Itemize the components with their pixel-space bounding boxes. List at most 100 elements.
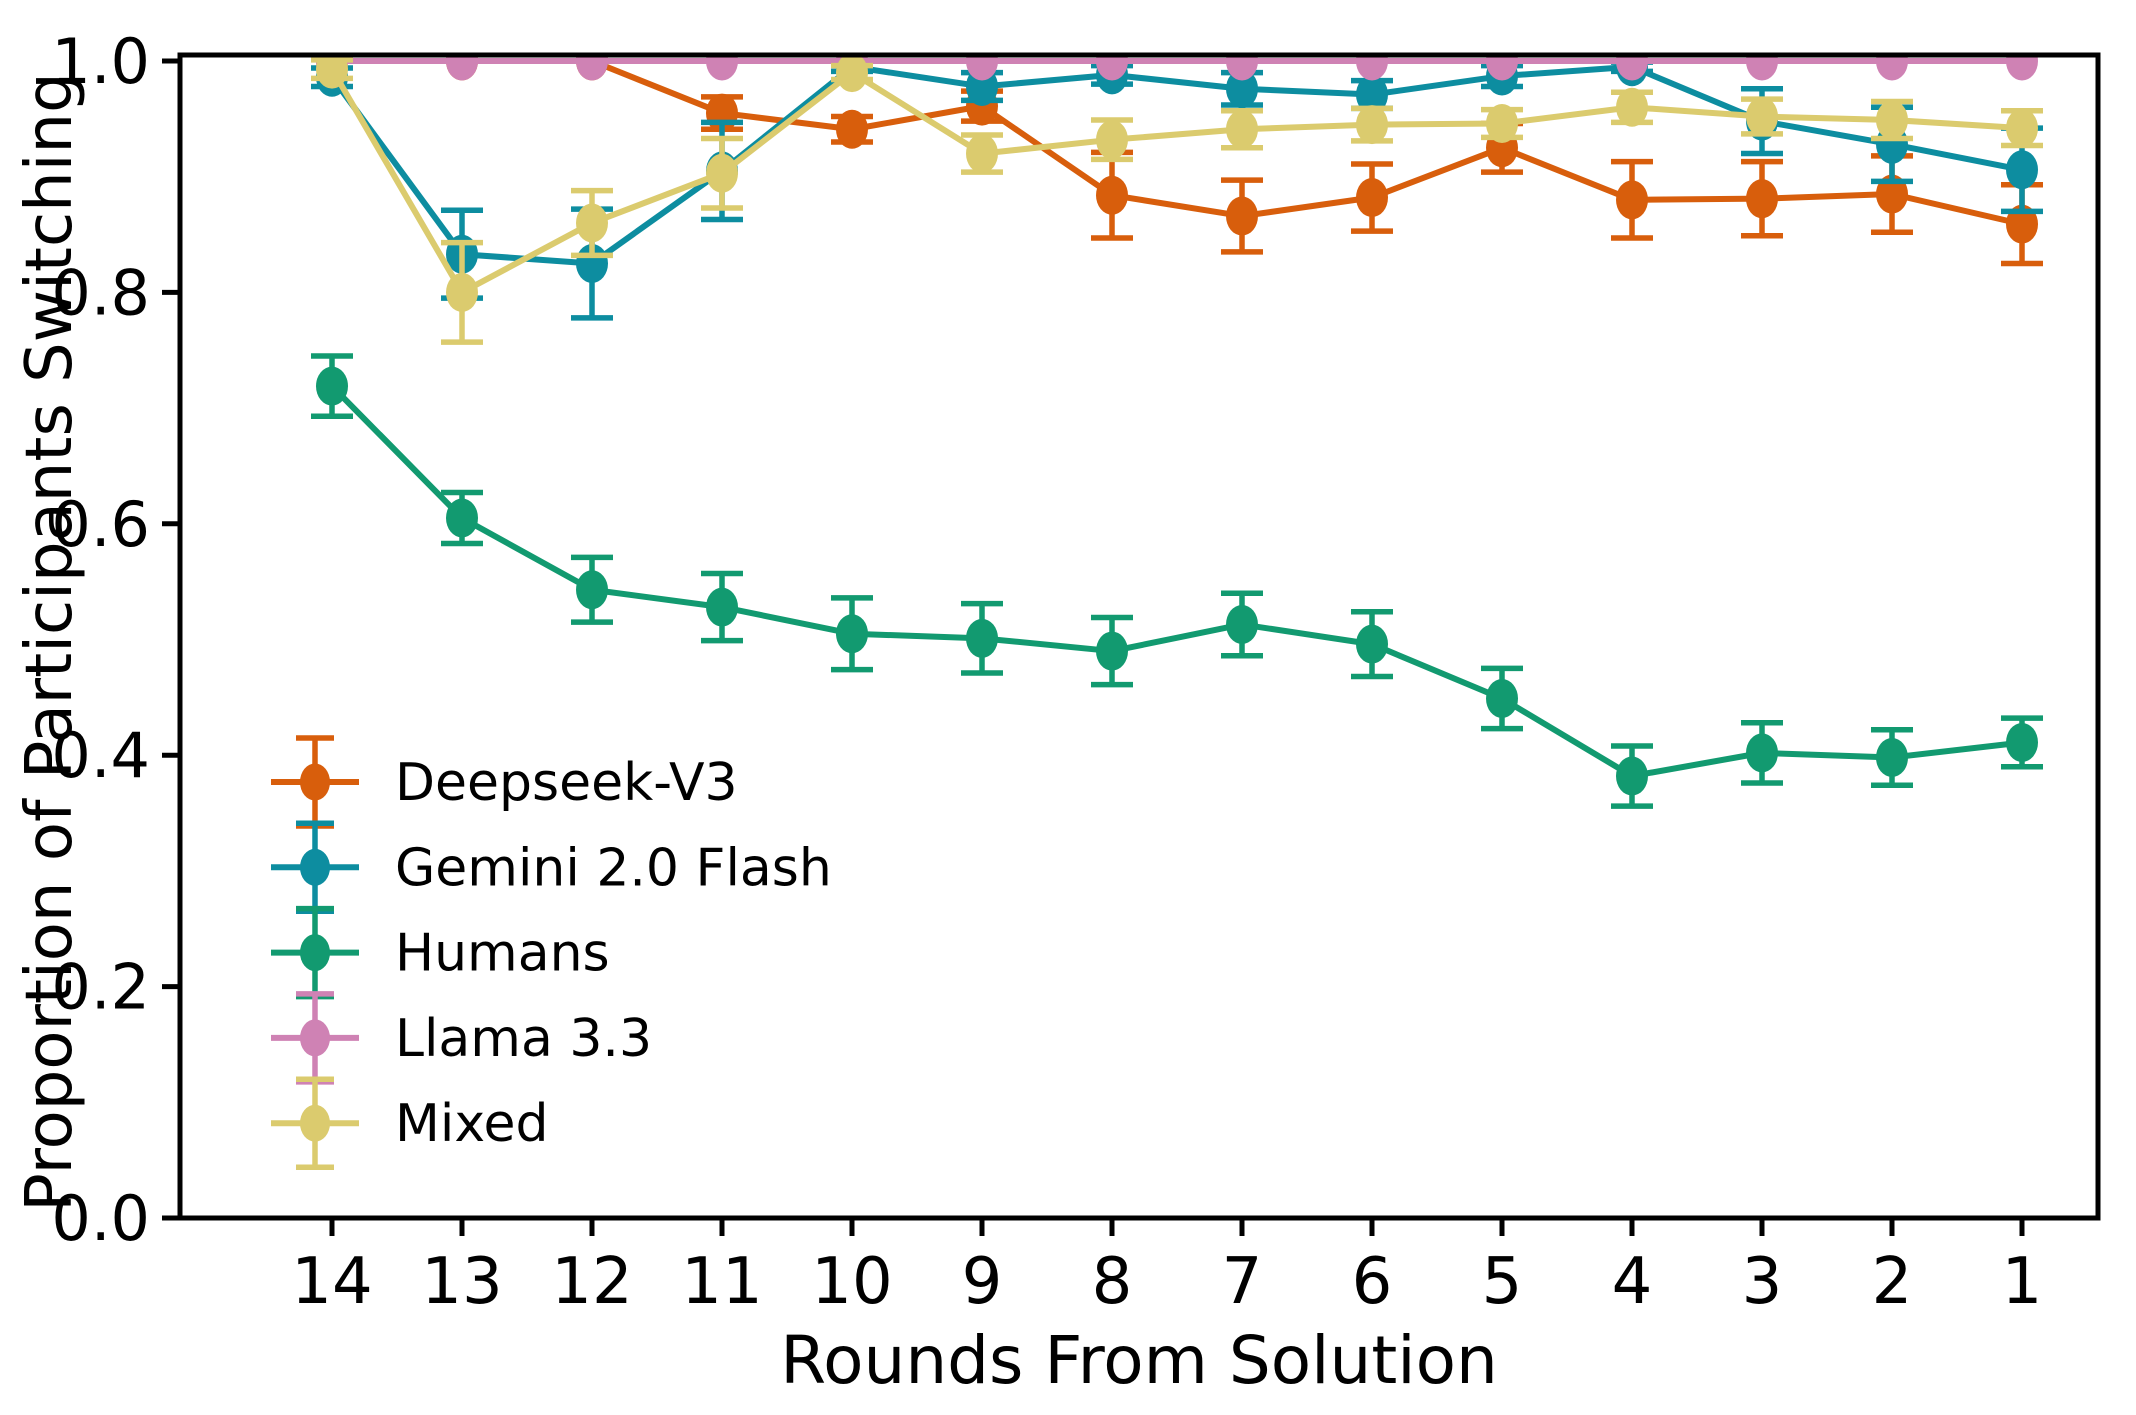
legend-marker bbox=[300, 1104, 330, 1142]
series-llama-3-3 bbox=[316, 55, 2038, 81]
y-tick-label: 1.0 bbox=[51, 25, 150, 98]
data-point-marker bbox=[1486, 679, 1518, 719]
plot-area bbox=[311, 55, 2043, 809]
data-point-marker bbox=[1616, 180, 1648, 220]
legend-item-deepseek-v3: Deepseek-V3 bbox=[271, 735, 738, 829]
legend-marker bbox=[300, 763, 330, 801]
data-point-marker bbox=[1096, 120, 1128, 160]
y-axis-label: Proportion of Participants Switching bbox=[13, 72, 87, 1212]
data-point-marker bbox=[1486, 55, 1518, 81]
x-tick-label: 5 bbox=[1482, 1245, 1523, 1319]
data-point-marker bbox=[446, 498, 478, 538]
data-point-marker bbox=[1356, 105, 1388, 145]
legend-item-llama-3-3: Llama 3.3 bbox=[271, 991, 652, 1085]
data-point-marker bbox=[966, 134, 998, 174]
data-point-marker bbox=[1616, 55, 1648, 81]
data-point-marker bbox=[1746, 733, 1778, 773]
x-tick-label: 7 bbox=[1222, 1245, 1263, 1319]
y-tick-label: 0.0 bbox=[51, 1182, 150, 1255]
data-point-marker bbox=[1746, 97, 1778, 137]
data-point-marker bbox=[1226, 69, 1258, 109]
data-point-marker bbox=[706, 55, 738, 81]
legend: Deepseek-V3 Gemini 2.0 Flash Humans Llama 3… bbox=[271, 735, 832, 1170]
legend-marker bbox=[300, 934, 330, 972]
data-point-marker bbox=[1356, 624, 1388, 664]
legend-label: Deepseek-V3 bbox=[395, 753, 738, 813]
series-line bbox=[329, 383, 2025, 780]
data-point-marker bbox=[1876, 738, 1908, 778]
data-point-marker bbox=[1226, 604, 1258, 644]
data-point-marker bbox=[836, 614, 868, 654]
data-point-marker bbox=[1876, 100, 1908, 140]
data-point-marker bbox=[1876, 55, 1908, 81]
data-point-marker bbox=[706, 587, 738, 627]
data-point-marker bbox=[2006, 108, 2038, 148]
x-tick-label: 2 bbox=[1872, 1245, 1913, 1319]
data-point-marker bbox=[1486, 103, 1518, 143]
data-point-marker bbox=[1876, 174, 1908, 214]
data-point-marker bbox=[1096, 175, 1128, 215]
data-point-marker bbox=[706, 153, 738, 193]
data-point-marker bbox=[2006, 150, 2038, 190]
data-point-marker bbox=[2006, 204, 2038, 244]
data-point-marker bbox=[576, 570, 608, 610]
data-point-marker bbox=[316, 366, 348, 406]
data-point-marker bbox=[1616, 87, 1648, 127]
data-point-marker bbox=[446, 272, 478, 312]
data-point-marker bbox=[576, 55, 608, 81]
legend-marker bbox=[300, 1019, 330, 1057]
x-tick-label: 9 bbox=[962, 1245, 1003, 1319]
x-tick-label: 13 bbox=[421, 1245, 502, 1319]
legend-label: Gemini 2.0 Flash bbox=[395, 838, 832, 898]
data-point-marker bbox=[576, 203, 608, 243]
x-tick-label: 1 bbox=[2002, 1245, 2043, 1319]
legend-label: Mixed bbox=[395, 1094, 549, 1154]
x-tick-label: 11 bbox=[681, 1245, 762, 1319]
x-axis-label: Rounds From Solution bbox=[780, 1322, 1498, 1399]
y-tick-label: 0.8 bbox=[51, 256, 150, 329]
y-tick-label: 0.2 bbox=[51, 951, 150, 1024]
series-mixed bbox=[311, 55, 2043, 345]
legend-item-gemini-2-0-flash: Gemini 2.0 Flash bbox=[271, 820, 832, 915]
data-point-marker bbox=[966, 618, 998, 658]
data-point-marker bbox=[1746, 179, 1778, 219]
x-tick-label: 10 bbox=[811, 1245, 892, 1319]
data-point-marker bbox=[836, 109, 868, 149]
data-point-marker bbox=[1096, 631, 1128, 671]
data-point-marker bbox=[1356, 55, 1388, 81]
series-line bbox=[329, 66, 2025, 296]
data-point-marker bbox=[1096, 55, 1128, 81]
axes-spines bbox=[177, 52, 2101, 1221]
data-point-marker bbox=[1356, 75, 1388, 115]
data-point-marker bbox=[966, 55, 998, 81]
legend-label: Llama 3.3 bbox=[395, 1009, 652, 1069]
x-tick-label: 12 bbox=[551, 1245, 632, 1319]
data-point-marker bbox=[1356, 178, 1388, 218]
y-tick-label: 0.4 bbox=[51, 719, 150, 792]
data-point-marker bbox=[2006, 55, 2038, 81]
data-point-marker bbox=[1746, 55, 1778, 81]
data-point-marker bbox=[316, 55, 348, 89]
data-point-marker bbox=[1226, 109, 1258, 149]
x-tick-label: 3 bbox=[1742, 1245, 1783, 1319]
legend-label: Humans bbox=[395, 924, 610, 984]
series-humans bbox=[311, 353, 2043, 809]
legend-item-humans: Humans bbox=[271, 905, 610, 1000]
series-line bbox=[329, 58, 2025, 228]
data-point-marker bbox=[1616, 756, 1648, 796]
data-point-marker bbox=[446, 55, 478, 81]
data-point-marker bbox=[1226, 196, 1258, 236]
y-tick-label: 0.6 bbox=[51, 488, 150, 561]
x-tick-label: 4 bbox=[1612, 1245, 1653, 1319]
x-tick-label: 14 bbox=[291, 1245, 372, 1319]
data-point-marker bbox=[2006, 722, 2038, 762]
data-point-marker bbox=[1226, 55, 1258, 81]
legend-marker bbox=[300, 848, 330, 886]
x-tick-label: 6 bbox=[1352, 1245, 1393, 1319]
data-point-marker bbox=[836, 55, 868, 93]
x-tick-label: 8 bbox=[1092, 1245, 1133, 1319]
series-gemini-2-0-flash bbox=[311, 55, 2043, 321]
legend-item-mixed: Mixed bbox=[271, 1076, 549, 1170]
